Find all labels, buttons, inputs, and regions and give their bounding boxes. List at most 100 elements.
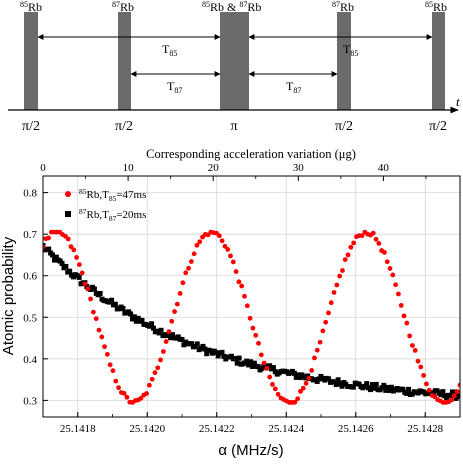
rb85-point: [216, 233, 222, 239]
y-tick-label: 0.5: [23, 312, 37, 324]
rb87-point: [251, 360, 257, 366]
rb87-point: [179, 337, 185, 343]
rb85-point: [261, 360, 267, 366]
rb85-point: [334, 282, 340, 288]
rb85-point: [102, 344, 107, 350]
rb87-point: [200, 343, 206, 349]
rb85-point: [300, 385, 306, 391]
rb87-point: [350, 384, 356, 390]
rb87-point: [316, 376, 322, 382]
legend-label-rb85: 85Rb,T85=47ms: [79, 187, 146, 203]
rb87-point: [451, 389, 457, 395]
x-tick-label: 25.1426: [338, 423, 374, 435]
rb85-point: [454, 389, 460, 394]
rb87-point: [50, 252, 56, 258]
phase-label-4: π/2: [335, 119, 353, 134]
pulse-sequence-diagram: t 85Rb 87Rb 85Rb & 87Rb 87Rb 85Rb T85 T8…: [8, 0, 460, 134]
rb85-point: [233, 269, 239, 274]
rb85-point: [326, 310, 331, 316]
rb85-point: [373, 236, 379, 242]
top-tick-label: 30: [293, 162, 305, 174]
rb85-point: [424, 381, 429, 387]
rb85-point: [242, 293, 247, 299]
top-tick-label: 20: [208, 162, 220, 174]
rb85-point: [186, 265, 191, 271]
rb85-point: [457, 382, 460, 388]
rb85-point: [110, 368, 116, 374]
rb85-point: [250, 325, 256, 331]
rb85-point: [93, 316, 99, 322]
rb85-point: [174, 301, 180, 307]
rb85-point: [264, 365, 270, 371]
pulse-2: [118, 12, 131, 110]
phase-label-2: π/2: [115, 119, 133, 134]
top-tick-label: 40: [378, 162, 390, 174]
rb87-point: [369, 382, 375, 388]
rb85-point: [396, 291, 401, 297]
rb87-point: [181, 342, 187, 348]
rb85-point: [160, 349, 166, 354]
rb85-point: [449, 397, 455, 403]
rb85-point: [390, 272, 396, 278]
rb85-point: [384, 259, 390, 265]
rb87-point: [219, 349, 225, 355]
rb87-point: [293, 374, 299, 380]
pulse-label-3: 85Rb & 87Rb: [202, 0, 261, 14]
y-axis-title: Atomic probability: [0, 236, 17, 355]
rb85-point: [323, 319, 329, 325]
rb87-point: [249, 363, 255, 369]
pulse-label-2: 87Rb: [112, 0, 134, 14]
rb87-point: [339, 383, 345, 389]
rb85-point: [124, 394, 130, 400]
top-tick-label: 0: [40, 162, 46, 174]
rb85-point: [292, 399, 298, 405]
rb85-point: [71, 247, 77, 253]
rb85-point: [116, 385, 121, 391]
rb85-point: [351, 240, 357, 246]
rb87-point: [189, 341, 195, 347]
y-tick-label: 0.6: [23, 271, 37, 283]
rb85-point: [163, 339, 169, 344]
rb87-point: [91, 286, 97, 292]
rb85-point: [155, 365, 161, 371]
rb85-point: [295, 396, 301, 402]
rb85-point: [404, 320, 410, 326]
rb87-point: [331, 379, 337, 385]
rb85-point: [144, 391, 149, 396]
x-axis-title: α (MHz/s): [218, 442, 283, 459]
rb85-point: [225, 247, 231, 252]
pulse-3: [220, 12, 249, 110]
rb87-point: [388, 384, 394, 390]
rb87-point: [400, 386, 406, 392]
rb87-point: [335, 377, 341, 383]
rb85-point: [303, 380, 309, 386]
rb85-point: [331, 290, 337, 295]
rb85-point: [228, 253, 233, 259]
rb87-point: [295, 372, 301, 378]
rb85-point: [387, 266, 393, 271]
rb85-point: [99, 334, 105, 340]
rb87-point: [109, 297, 115, 303]
rb85-point: [197, 239, 203, 245]
top-axis-title: Corresponding acceleration variation (μg…: [146, 147, 356, 161]
rb85-point: [407, 333, 413, 339]
rb87-point: [326, 376, 332, 382]
rb85-point: [452, 393, 457, 399]
rb87-point: [371, 385, 377, 391]
x-tick-label: 25.1424: [268, 423, 304, 435]
rb87-point: [297, 375, 303, 381]
rb87-point: [51, 257, 57, 263]
rb85-point: [412, 348, 418, 353]
rb85-point: [328, 300, 334, 306]
rb87-point: [234, 360, 240, 366]
rb85-point: [152, 370, 158, 376]
rb85-point: [107, 362, 113, 368]
rb85-point: [46, 235, 51, 241]
rb85-point: [340, 268, 345, 273]
phase-label-3: π: [230, 119, 237, 134]
t85-label-right: T85: [343, 42, 358, 58]
rb87-point: [221, 353, 227, 359]
rb85-point: [166, 329, 172, 335]
rb87-point: [204, 351, 210, 357]
legend-marker-rb87: [65, 211, 71, 217]
